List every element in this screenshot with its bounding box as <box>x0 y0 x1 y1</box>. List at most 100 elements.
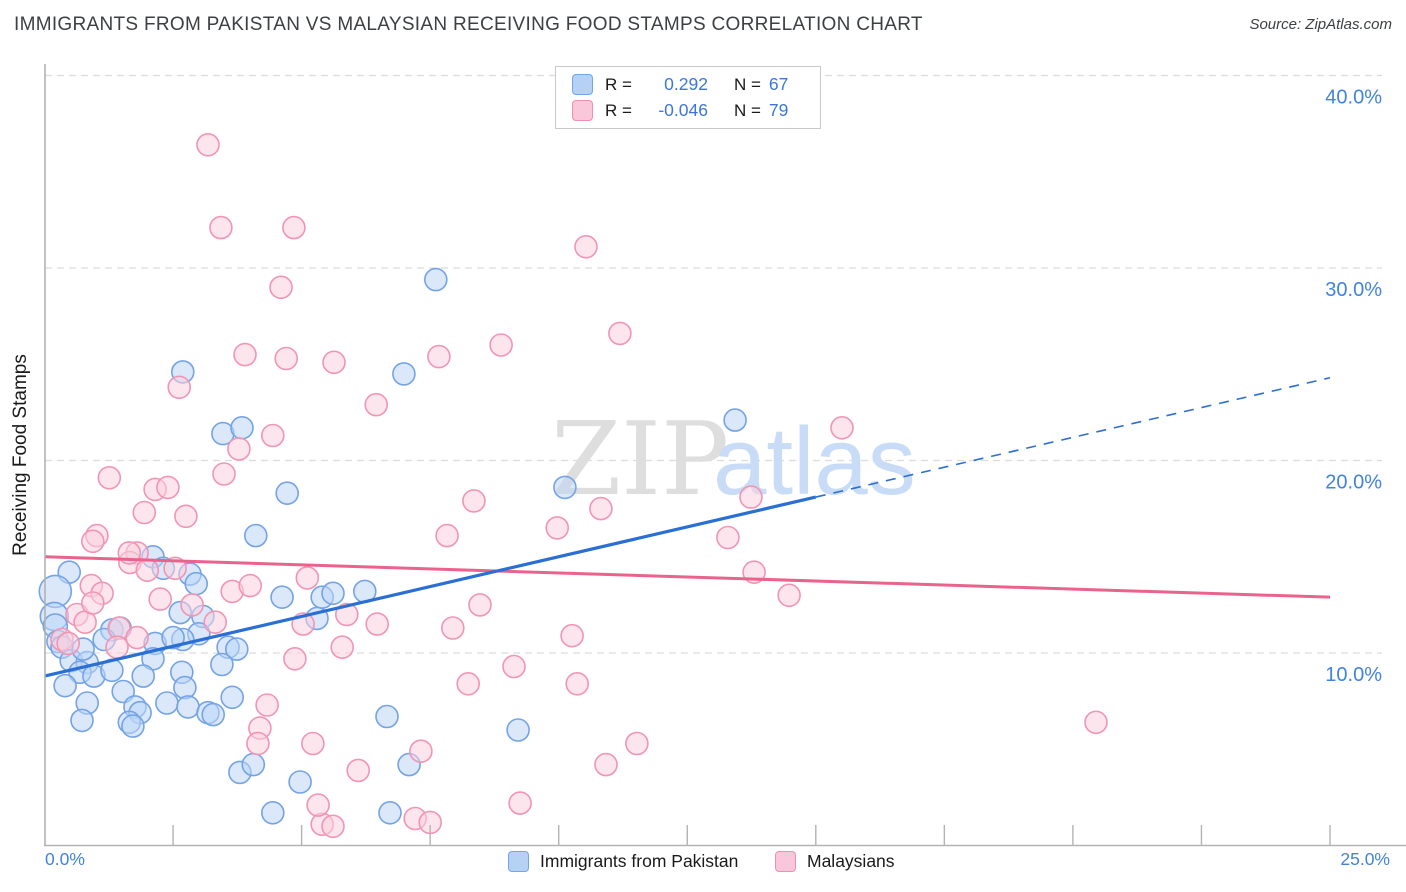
scatter-point-malaysian[interactable] <box>209 215 233 240</box>
scatter-point-malaysian[interactable] <box>440 616 465 640</box>
scatter-point-pakistan[interactable] <box>225 637 249 661</box>
scatter-point-pakistan[interactable] <box>131 664 155 688</box>
scatter-point-malaysian[interactable] <box>594 752 618 777</box>
scatter-point-malaysian[interactable] <box>212 462 236 486</box>
scatter-point-malaysian[interactable] <box>365 612 390 636</box>
scatter-point-malaysian[interactable] <box>456 671 481 696</box>
blue-series-swatch-icon <box>508 851 529 872</box>
scatter-point-pakistan[interactable] <box>423 267 448 292</box>
scatter-point-malaysian[interactable] <box>777 583 801 608</box>
scatter-point-malaysian[interactable] <box>135 558 160 583</box>
legend-item-malaysians[interactable]: Malaysians <box>775 851 895 872</box>
scatter-point-malaysian[interactable] <box>489 333 513 357</box>
scatter-point-malaysian[interactable] <box>81 529 105 554</box>
scatter-point-malaysian[interactable] <box>716 525 740 550</box>
scatter-point-pakistan[interactable] <box>173 675 197 700</box>
scatter-point-malaysian[interactable] <box>508 791 532 815</box>
page-title: IMMIGRANTS FROM PAKISTAN VS MALAYSIAN RE… <box>14 14 923 35</box>
scatter-point-malaysian[interactable] <box>132 500 157 525</box>
scatter-point-malaysian[interactable] <box>148 587 172 611</box>
scatter-point-malaysian[interactable] <box>1084 710 1108 735</box>
scatter-point-malaysian[interactable] <box>295 566 320 590</box>
scatter-point-malaysian[interactable] <box>167 375 191 400</box>
trend-lines <box>44 376 1331 678</box>
scatter-point-malaysian[interactable] <box>246 731 270 756</box>
scatter-point-malaysian[interactable] <box>739 485 763 509</box>
scatter-point-malaysian[interactable] <box>334 602 359 627</box>
scatter-point-malaysian[interactable] <box>125 625 149 650</box>
scatter-point-pakistan[interactable] <box>230 415 254 440</box>
scatter-point-pakistan[interactable] <box>288 770 312 794</box>
scatter-point-malaysian[interactable] <box>56 631 80 656</box>
y-tick-label: 40.0% <box>1325 87 1382 109</box>
scatter-point-malaysian[interactable] <box>282 215 306 240</box>
scatter-point-pakistan[interactable] <box>723 408 747 432</box>
scatter-point-malaysian[interactable] <box>227 437 251 461</box>
scatter-point-malaysian[interactable] <box>502 654 526 679</box>
scatter-point-malaysian[interactable] <box>163 556 187 581</box>
scatter-point-pakistan[interactable] <box>506 718 530 742</box>
scatter-point-malaysian[interactable] <box>565 671 590 696</box>
scatter-point-pakistan[interactable] <box>270 585 294 610</box>
legend-item-label: Malaysians <box>807 851 895 871</box>
y-tick-label: 10.0% <box>1325 664 1382 686</box>
scatter-point-malaysian[interactable] <box>560 623 584 648</box>
scatter-point-pakistan[interactable] <box>184 571 208 596</box>
scatter-point-pakistan[interactable] <box>321 581 345 606</box>
scatter-point-malaysian[interactable] <box>196 133 220 157</box>
scatter-point-malaysian[interactable] <box>589 496 613 521</box>
scatter-point-malaysian[interactable] <box>409 739 433 764</box>
scatter-point-malaysian[interactable] <box>238 573 262 598</box>
scatter-point-pakistan[interactable] <box>241 752 266 777</box>
y-tick-label: 20.0% <box>1325 472 1382 494</box>
scatter-point-malaysian[interactable] <box>255 693 279 717</box>
scatter-point-pakistan[interactable] <box>260 800 285 825</box>
scatter-point-pakistan[interactable] <box>176 695 200 719</box>
scatter-point-malaysian[interactable] <box>830 415 854 440</box>
scatter-point-malaysian[interactable] <box>306 793 330 817</box>
scatter-point-pakistan[interactable] <box>201 702 225 727</box>
scatter-point-malaysian[interactable] <box>274 346 299 371</box>
scatter-point-malaysian[interactable] <box>545 516 570 540</box>
scatter-point-pakistan[interactable] <box>553 475 577 500</box>
scatter-point-malaysian[interactable] <box>301 731 325 756</box>
scatter-point-malaysian[interactable] <box>156 475 180 500</box>
scatter-point-malaysian[interactable] <box>97 465 122 490</box>
scatter-point-malaysian[interactable] <box>346 758 371 783</box>
scatter-point-pakistan[interactable] <box>210 652 234 677</box>
scatter-point-pakistan[interactable] <box>161 625 185 650</box>
scatter-point-malaysian[interactable] <box>203 610 227 635</box>
legend-item-pakistan[interactable]: Immigrants from Pakistan <box>508 851 738 872</box>
scatter-point-malaysian[interactable] <box>574 235 598 259</box>
scatter-point-malaysian[interactable] <box>330 635 355 660</box>
scatter-point-pakistan[interactable] <box>220 685 244 710</box>
scatter-point-pakistan[interactable] <box>121 714 145 738</box>
scatter-point-pakistan[interactable] <box>155 691 179 715</box>
scatter-point-malaysian[interactable] <box>427 344 451 369</box>
scatter-point-malaysian[interactable] <box>468 593 492 617</box>
r-label: R = <box>605 100 632 120</box>
scatter-point-malaysian[interactable] <box>364 392 389 417</box>
scatter-point-malaysian[interactable] <box>105 635 129 660</box>
scatter-point-malaysian[interactable] <box>462 489 486 513</box>
scatter-point-malaysian[interactable] <box>269 275 293 300</box>
scatter-point-pakistan[interactable] <box>70 708 94 733</box>
scatter-point-pakistan[interactable] <box>275 481 300 506</box>
scatter-point-malaysian[interactable] <box>283 646 307 671</box>
scatter-point-malaysian[interactable] <box>625 731 649 756</box>
scatter-point-malaysian[interactable] <box>233 342 257 367</box>
scatter-point-pakistan[interactable] <box>53 673 77 698</box>
scatter-point-pakistan[interactable] <box>392 362 416 386</box>
scatter-point-malaysian[interactable] <box>321 814 345 839</box>
scatter-point-pakistan[interactable] <box>378 800 402 825</box>
scatter-point-malaysian[interactable] <box>180 593 204 617</box>
scatter-point-malaysian[interactable] <box>260 423 285 448</box>
scatter-point-pakistan[interactable] <box>244 523 268 548</box>
scatter-point-malaysian[interactable] <box>435 523 459 548</box>
scatter-point-malaysian[interactable] <box>81 591 105 615</box>
trend-line-pakistan-solid <box>44 495 817 678</box>
scatter-point-malaysian[interactable] <box>608 321 632 346</box>
scatter-point-pakistan[interactable] <box>375 704 399 729</box>
scatter-point-malaysian[interactable] <box>322 350 346 375</box>
scatter-point-malaysian[interactable] <box>174 504 198 529</box>
